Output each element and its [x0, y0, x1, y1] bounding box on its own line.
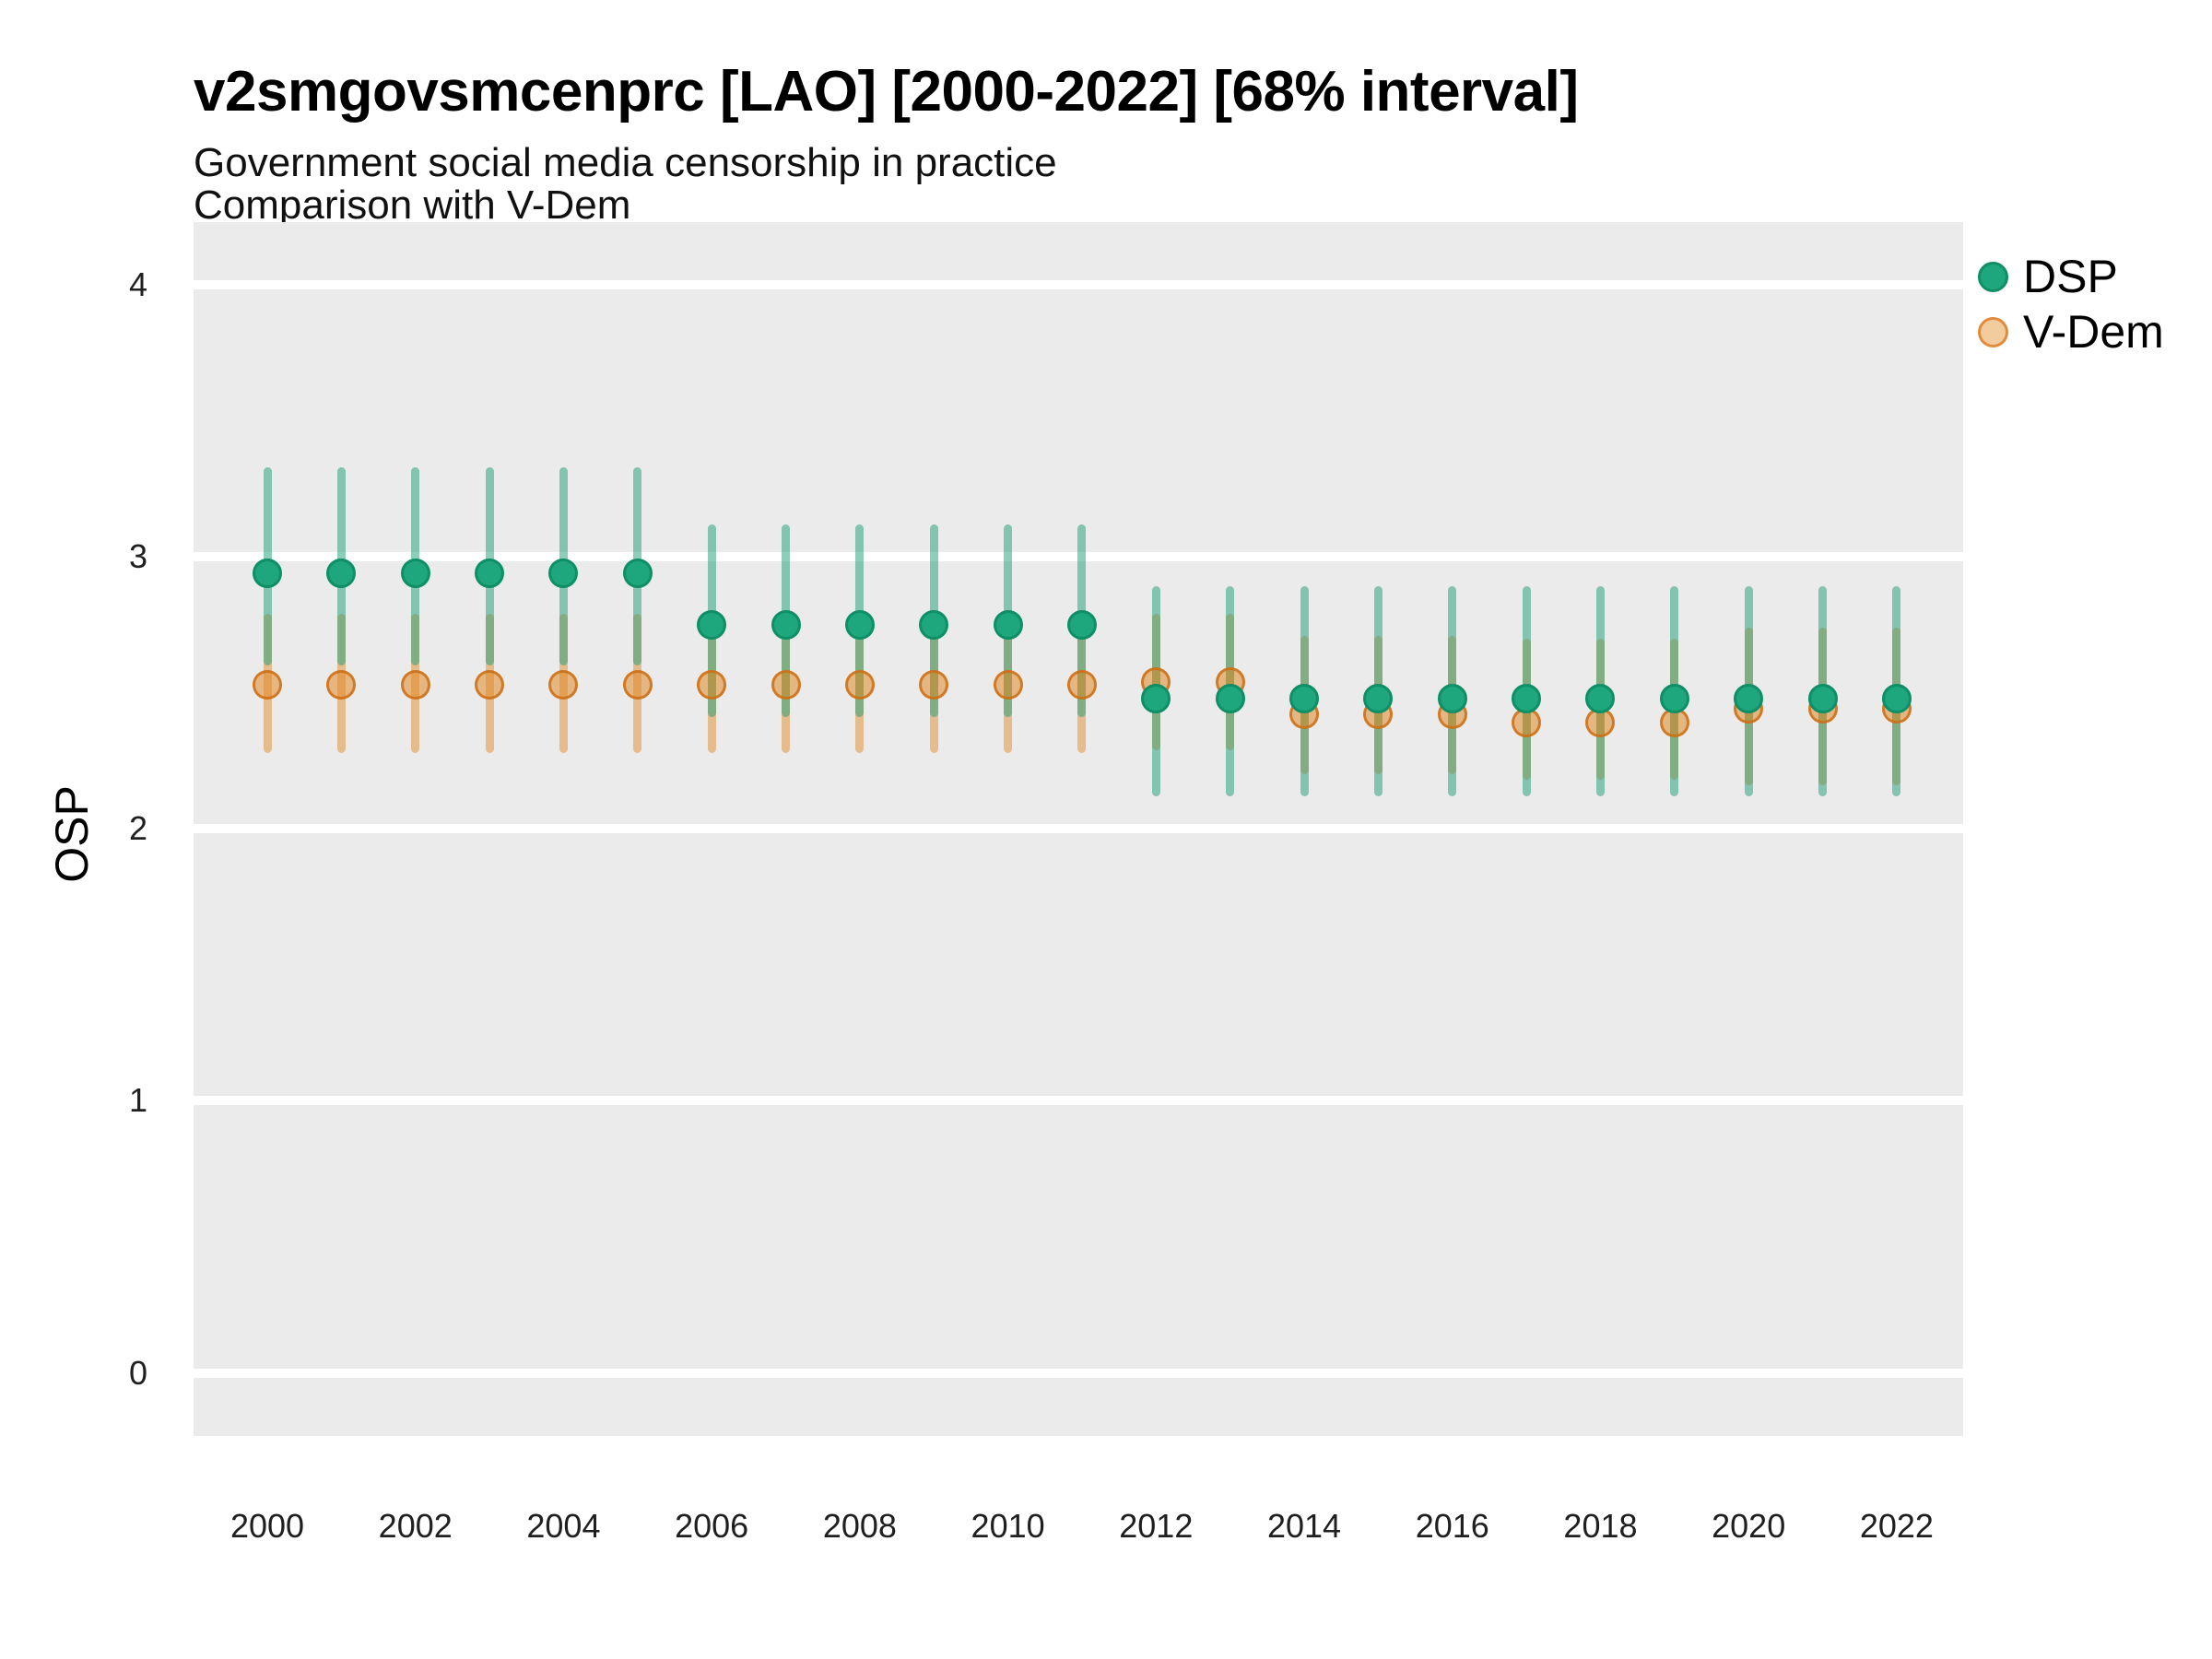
legend-item-dsp: DSP: [1978, 249, 2164, 304]
vdem-point-2011: [1066, 669, 1097, 700]
dsp-point-2014: [1289, 683, 1320, 713]
plot-panel: [194, 222, 1963, 1436]
dsp-point-2001: [326, 558, 357, 588]
gridline-y-4: [194, 279, 1963, 289]
x-tick-label-2014: 2014: [1266, 1507, 1342, 1545]
dsp-point-2017: [1512, 683, 1542, 713]
x-tick-label-2022: 2022: [1859, 1507, 1934, 1545]
dsp-point-2007: [771, 609, 801, 640]
dsp-point-2022: [1881, 683, 1912, 713]
dsp-point-2015: [1363, 683, 1394, 713]
y-tick-label-3: 3: [128, 537, 147, 575]
y-tick-label-0: 0: [128, 1353, 147, 1392]
gridline-y-1: [194, 1096, 1963, 1106]
dsp-point-2016: [1437, 683, 1467, 713]
dsp-point-2019: [1659, 683, 1689, 713]
x-tick-label-2016: 2016: [1415, 1507, 1489, 1545]
x-tick-label-2018: 2018: [1563, 1507, 1638, 1545]
y-tick-label-2: 2: [128, 809, 147, 848]
chart-subtitle-line1: Government social media censorship in pr…: [194, 140, 1057, 185]
dsp-point-2012: [1141, 683, 1171, 713]
dsp-point-2005: [622, 558, 653, 588]
dsp-point-2013: [1215, 683, 1245, 713]
vdem-point-2010: [993, 669, 1023, 700]
dsp-point-2006: [697, 609, 727, 640]
gridline-y-2: [194, 824, 1963, 834]
chart-title: v2smgovsmcenprc [LAO] [2000-2022] [68% i…: [194, 60, 1579, 124]
vdem-point-2004: [548, 669, 579, 700]
dsp-point-2008: [844, 609, 875, 640]
vdem-point-2005: [622, 669, 653, 700]
vdem-point-2008: [844, 669, 875, 700]
vdem-point-2003: [475, 669, 505, 700]
legend-label-dsp: DSP: [2023, 251, 2118, 302]
x-tick-label-2010: 2010: [971, 1507, 1045, 1545]
chart-subtitle-line2: Comparison with V-Dem: [194, 182, 631, 228]
x-tick-label-2004: 2004: [526, 1507, 601, 1545]
x-tick-label-2006: 2006: [675, 1507, 749, 1545]
vdem-point-2002: [400, 669, 430, 700]
x-tick-label-2008: 2008: [822, 1507, 897, 1545]
y-tick-label-4: 4: [128, 265, 147, 303]
gridline-y-0: [194, 1368, 1963, 1378]
dsp-point-2020: [1734, 683, 1764, 713]
x-tick-label-2002: 2002: [378, 1507, 453, 1545]
dsp-point-2021: [1807, 683, 1838, 713]
x-tick-label-2000: 2000: [229, 1507, 305, 1545]
vdem-point-2009: [919, 669, 949, 700]
dsp-point-2002: [400, 558, 430, 588]
vdem-legend-swatch-icon: [1978, 316, 2008, 347]
dsp-point-2004: [548, 558, 579, 588]
x-tick-label-2012: 2012: [1119, 1507, 1194, 1545]
dsp-point-2018: [1585, 683, 1616, 713]
dsp-point-2011: [1066, 609, 1097, 640]
dsp-point-2003: [475, 558, 505, 588]
dsp-point-2010: [993, 609, 1023, 640]
dsp-point-2000: [253, 558, 282, 588]
legend-item-vdem: V-Dem: [1978, 304, 2164, 359]
y-tick-label-1: 1: [128, 1081, 147, 1120]
legend-label-vdem: V-Dem: [2023, 306, 2164, 358]
legend: DSP V-Dem: [1978, 249, 2164, 359]
vdem-point-2007: [771, 669, 801, 700]
vdem-point-2001: [326, 669, 357, 700]
vdem-point-2006: [697, 669, 727, 700]
dsp-point-2009: [919, 609, 949, 640]
x-tick-label-2020: 2020: [1712, 1507, 1786, 1545]
dsp-legend-swatch-icon: [1978, 261, 2008, 292]
vdem-point-2000: [253, 669, 282, 700]
